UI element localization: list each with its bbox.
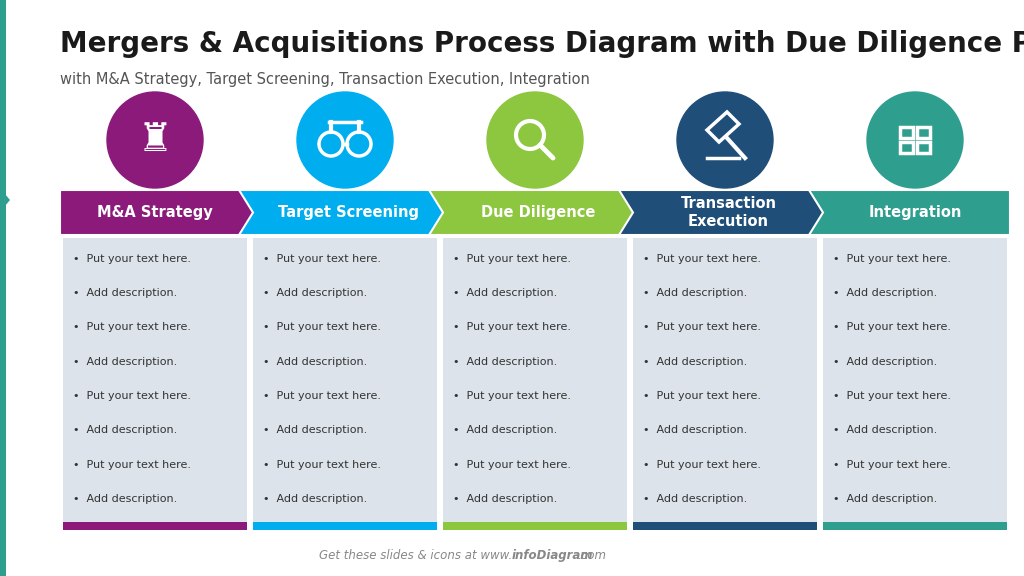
Text: •  Put your text here.: • Put your text here. — [643, 323, 761, 332]
Polygon shape — [239, 190, 451, 235]
Text: •  Add description.: • Add description. — [263, 357, 368, 367]
Text: M&A Strategy: M&A Strategy — [97, 205, 213, 220]
Bar — [918, 142, 930, 153]
Text: •  Put your text here.: • Put your text here. — [453, 323, 571, 332]
Text: •  Add description.: • Add description. — [73, 425, 177, 435]
Circle shape — [677, 92, 773, 188]
Bar — [823, 522, 1007, 530]
Text: •  Add description.: • Add description. — [643, 288, 748, 298]
Bar — [63, 522, 247, 530]
Polygon shape — [60, 190, 261, 235]
Bar — [63, 238, 247, 530]
Circle shape — [487, 92, 583, 188]
Text: •  Put your text here.: • Put your text here. — [263, 460, 381, 469]
Circle shape — [297, 92, 393, 188]
Text: •  Add description.: • Add description. — [453, 425, 557, 435]
Text: •  Put your text here.: • Put your text here. — [643, 254, 761, 264]
Text: •  Add description.: • Add description. — [833, 288, 937, 298]
Text: •  Put your text here.: • Put your text here. — [833, 391, 951, 401]
Text: •  Put your text here.: • Put your text here. — [73, 323, 191, 332]
Text: •  Add description.: • Add description. — [453, 357, 557, 367]
Circle shape — [106, 92, 203, 188]
Text: •  Put your text here.: • Put your text here. — [833, 254, 951, 264]
Text: Get these slides & icons at www.: Get these slides & icons at www. — [318, 549, 512, 562]
Text: with M&A Strategy, Target Screening, Transaction Execution, Integration: with M&A Strategy, Target Screening, Tra… — [60, 72, 590, 87]
Text: •  Put your text here.: • Put your text here. — [73, 460, 191, 469]
Text: infoDiagram: infoDiagram — [512, 549, 594, 562]
Circle shape — [867, 92, 963, 188]
Text: •  Put your text here.: • Put your text here. — [263, 391, 381, 401]
Bar — [443, 522, 627, 530]
Bar — [633, 238, 817, 530]
Text: •  Add description.: • Add description. — [73, 494, 177, 504]
Text: Mergers & Acquisitions Process Diagram with Due Diligence Phase: Mergers & Acquisitions Process Diagram w… — [60, 30, 1024, 58]
Text: •  Add description.: • Add description. — [263, 425, 368, 435]
Text: •  Put your text here.: • Put your text here. — [263, 254, 381, 264]
Text: •  Add description.: • Add description. — [833, 494, 937, 504]
Bar — [253, 238, 437, 530]
Text: •  Add description.: • Add description. — [833, 357, 937, 367]
Text: ♜: ♜ — [137, 121, 172, 159]
Text: •  Put your text here.: • Put your text here. — [73, 391, 191, 401]
Text: •  Put your text here.: • Put your text here. — [453, 254, 571, 264]
Text: •  Add description.: • Add description. — [833, 425, 937, 435]
Text: Transaction
Execution: Transaction Execution — [681, 196, 776, 229]
Text: •  Put your text here.: • Put your text here. — [833, 460, 951, 469]
Text: •  Put your text here.: • Put your text here. — [263, 323, 381, 332]
Text: .com: .com — [577, 549, 606, 562]
Text: •  Add description.: • Add description. — [453, 494, 557, 504]
Text: •  Add description.: • Add description. — [643, 494, 748, 504]
Text: •  Add description.: • Add description. — [643, 425, 748, 435]
Text: •  Put your text here.: • Put your text here. — [643, 460, 761, 469]
Bar — [443, 238, 627, 530]
Text: •  Add description.: • Add description. — [453, 288, 557, 298]
Polygon shape — [618, 190, 831, 235]
Polygon shape — [809, 190, 1010, 235]
Bar — [918, 127, 930, 138]
Bar — [0, 0, 6, 576]
Bar — [253, 522, 437, 530]
Bar — [900, 142, 913, 153]
Text: Integration: Integration — [868, 205, 962, 220]
Polygon shape — [429, 190, 641, 235]
Text: •  Put your text here.: • Put your text here. — [833, 323, 951, 332]
Text: •  Put your text here.: • Put your text here. — [73, 254, 191, 264]
Text: •  Put your text here.: • Put your text here. — [453, 460, 571, 469]
Polygon shape — [0, 188, 10, 212]
Bar — [900, 127, 913, 138]
Text: •  Add description.: • Add description. — [73, 288, 177, 298]
Text: •  Add description.: • Add description. — [643, 357, 748, 367]
Bar — [633, 522, 817, 530]
Text: •  Put your text here.: • Put your text here. — [453, 391, 571, 401]
Text: •  Add description.: • Add description. — [263, 288, 368, 298]
Text: •  Put your text here.: • Put your text here. — [643, 391, 761, 401]
Text: Due Diligence: Due Diligence — [481, 205, 596, 220]
Text: •  Add description.: • Add description. — [263, 494, 368, 504]
Text: Target Screening: Target Screening — [278, 205, 419, 220]
Text: •  Add description.: • Add description. — [73, 357, 177, 367]
Bar — [823, 238, 1007, 530]
